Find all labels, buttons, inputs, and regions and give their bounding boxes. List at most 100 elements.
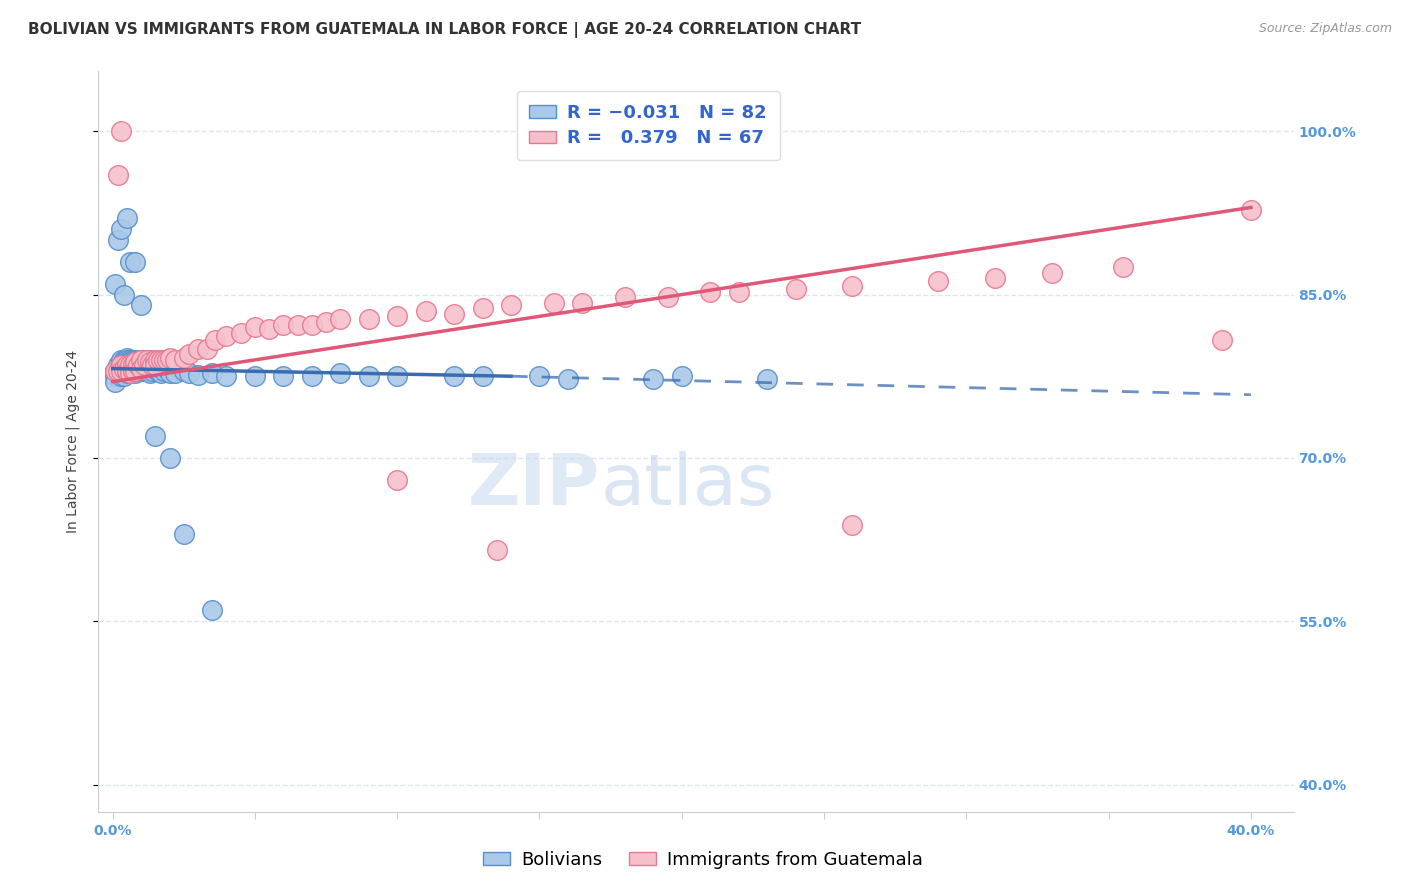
Point bbox=[110, 222, 132, 236]
Point bbox=[138, 355, 160, 369]
Point bbox=[187, 342, 209, 356]
Point bbox=[201, 603, 224, 617]
Point bbox=[118, 359, 141, 373]
Point bbox=[471, 301, 494, 315]
Point bbox=[443, 307, 465, 321]
Point bbox=[148, 364, 170, 378]
Point bbox=[118, 255, 141, 269]
Point bbox=[153, 364, 176, 378]
Point bbox=[124, 366, 146, 380]
Point bbox=[173, 364, 195, 378]
Point bbox=[129, 352, 152, 367]
Point bbox=[110, 359, 132, 373]
Point bbox=[315, 315, 337, 329]
Point bbox=[110, 359, 132, 373]
Point bbox=[173, 527, 195, 541]
Point bbox=[124, 352, 146, 367]
Point bbox=[557, 372, 579, 386]
Point bbox=[124, 255, 146, 269]
Point bbox=[118, 364, 141, 378]
Point bbox=[112, 359, 135, 373]
Point bbox=[201, 366, 224, 380]
Point bbox=[112, 364, 135, 378]
Point bbox=[127, 352, 149, 367]
Point bbox=[104, 369, 127, 384]
Point bbox=[129, 361, 152, 376]
Point bbox=[138, 352, 160, 367]
Point bbox=[138, 366, 160, 380]
Point bbox=[756, 372, 779, 386]
Point bbox=[110, 352, 132, 367]
Point bbox=[118, 366, 141, 380]
Point bbox=[529, 369, 551, 384]
Legend: R = −0.031   N = 82, R =   0.379   N = 67: R = −0.031 N = 82, R = 0.379 N = 67 bbox=[517, 92, 779, 160]
Point bbox=[1240, 202, 1263, 217]
Point bbox=[121, 359, 143, 373]
Point bbox=[571, 296, 593, 310]
Point bbox=[699, 285, 721, 300]
Point bbox=[118, 352, 141, 367]
Point bbox=[115, 352, 138, 367]
Point bbox=[643, 372, 665, 386]
Point bbox=[107, 359, 129, 373]
Point bbox=[357, 311, 380, 326]
Point bbox=[215, 329, 238, 343]
Point bbox=[165, 366, 187, 380]
Point bbox=[301, 369, 323, 384]
Point bbox=[107, 364, 129, 378]
Point bbox=[156, 361, 179, 376]
Point bbox=[127, 357, 149, 371]
Point bbox=[357, 369, 380, 384]
Point bbox=[150, 366, 173, 380]
Point bbox=[124, 355, 146, 369]
Point bbox=[127, 364, 149, 378]
Point bbox=[135, 352, 157, 367]
Point bbox=[135, 352, 157, 367]
Point bbox=[121, 364, 143, 378]
Point bbox=[115, 359, 138, 373]
Point bbox=[148, 352, 170, 367]
Point bbox=[112, 352, 135, 367]
Point bbox=[159, 450, 181, 465]
Point bbox=[115, 351, 138, 365]
Point bbox=[485, 543, 508, 558]
Point bbox=[115, 361, 138, 376]
Point bbox=[243, 320, 266, 334]
Point bbox=[471, 369, 494, 384]
Point bbox=[132, 359, 155, 373]
Point bbox=[112, 355, 135, 369]
Point bbox=[243, 369, 266, 384]
Point bbox=[143, 352, 166, 367]
Point bbox=[121, 359, 143, 373]
Point bbox=[613, 290, 636, 304]
Point bbox=[165, 352, 187, 367]
Point bbox=[110, 364, 132, 378]
Point bbox=[127, 359, 149, 373]
Point bbox=[107, 364, 129, 378]
Point bbox=[143, 361, 166, 376]
Point bbox=[156, 352, 179, 367]
Point bbox=[273, 369, 295, 384]
Point bbox=[671, 369, 693, 384]
Point bbox=[121, 355, 143, 369]
Point bbox=[141, 364, 163, 378]
Point bbox=[385, 369, 409, 384]
Text: Source: ZipAtlas.com: Source: ZipAtlas.com bbox=[1258, 22, 1392, 36]
Point bbox=[112, 361, 135, 376]
Point bbox=[727, 285, 749, 300]
Text: BOLIVIAN VS IMMIGRANTS FROM GUATEMALA IN LABOR FORCE | AGE 20-24 CORRELATION CHA: BOLIVIAN VS IMMIGRANTS FROM GUATEMALA IN… bbox=[28, 22, 862, 38]
Point bbox=[115, 359, 138, 373]
Point bbox=[301, 318, 323, 332]
Point bbox=[1211, 333, 1233, 347]
Point bbox=[329, 366, 352, 380]
Point bbox=[107, 168, 129, 182]
Point bbox=[124, 355, 146, 369]
Point bbox=[173, 351, 195, 365]
Point bbox=[785, 282, 807, 296]
Point bbox=[329, 311, 352, 326]
Point bbox=[104, 277, 127, 291]
Point bbox=[118, 355, 141, 369]
Text: ZIP: ZIP bbox=[468, 451, 600, 520]
Point bbox=[204, 333, 226, 347]
Point bbox=[135, 364, 157, 378]
